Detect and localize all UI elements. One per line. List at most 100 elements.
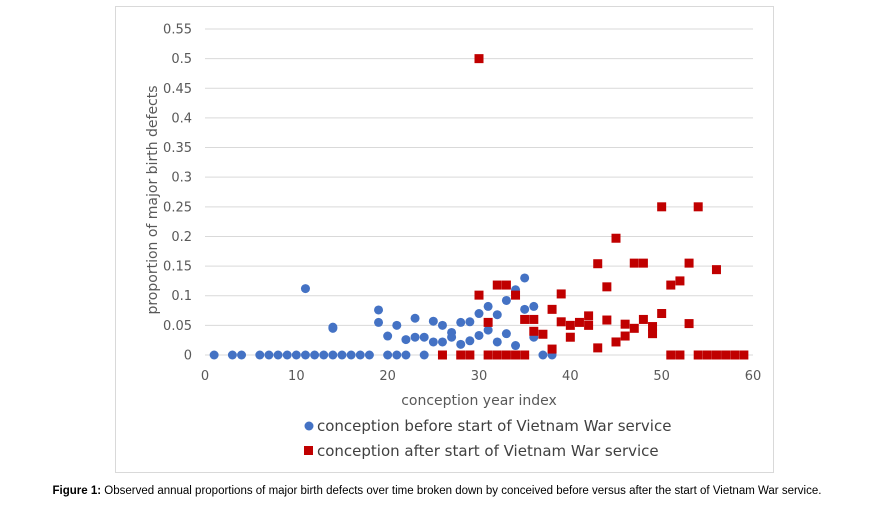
data-point (538, 350, 548, 360)
scatter-chart: 0 0.05 0.1 0.15 0.2 0.25 0.3 0.35 0.4 0.45 0.5 0.55… (145, 23, 761, 461)
data-point (684, 319, 694, 329)
data-point (465, 317, 475, 327)
data-point (565, 332, 575, 342)
data-point (374, 305, 384, 315)
data-point (383, 350, 393, 360)
y-tick-label: 0.45 (163, 82, 192, 97)
y-tick-label: 0 (184, 349, 192, 364)
x-tick-label: 50 (653, 369, 670, 384)
data-point (383, 331, 393, 341)
data-point (556, 289, 566, 299)
y-tick-label: 0.05 (163, 319, 192, 334)
data-point (739, 350, 749, 360)
data-point (337, 350, 347, 360)
data-point (492, 337, 502, 347)
data-point (428, 316, 438, 326)
data-point (620, 331, 630, 341)
data-point (547, 344, 557, 354)
data-point (355, 350, 365, 360)
x-axis-title: conception year index (401, 393, 557, 409)
data-point (374, 317, 384, 327)
data-point (520, 273, 530, 283)
y-tick-label: 0.15 (163, 260, 192, 275)
data-point (456, 339, 466, 349)
data-point (319, 350, 329, 360)
legend-label-after: conception after start of Vietnam War se… (317, 442, 659, 460)
data-point (693, 350, 703, 360)
data-point (574, 317, 584, 327)
gridlines (205, 28, 753, 326)
data-point (273, 350, 283, 360)
data-point (346, 350, 356, 360)
data-point (638, 314, 648, 324)
data-point (428, 337, 438, 347)
data-point (511, 350, 521, 360)
data-point (437, 337, 447, 347)
data-point (501, 295, 511, 305)
data-point (520, 314, 530, 324)
data-point (227, 350, 237, 360)
data-point (556, 317, 566, 327)
data-point (711, 350, 721, 360)
data-point (264, 350, 274, 360)
data-point (392, 350, 402, 360)
y-axis-title: proportion of major birth defects (145, 85, 161, 314)
data-point (456, 317, 466, 327)
data-point (447, 332, 457, 342)
data-point (611, 233, 621, 243)
data-point (511, 341, 521, 351)
data-point (675, 350, 685, 360)
data-point (328, 350, 338, 360)
data-point (529, 314, 539, 324)
x-tick-label: 60 (745, 369, 762, 384)
data-point (602, 315, 612, 325)
data-point (693, 202, 703, 212)
data-point (483, 325, 493, 335)
caption-label: Figure 1: (52, 485, 102, 497)
caption-text: Observed annual proportions of major bir… (101, 485, 822, 497)
data-point (501, 280, 511, 290)
data-point (584, 311, 594, 321)
data-point (483, 317, 493, 327)
data-point (300, 284, 310, 294)
legend: conception before start of Vietnam War s… (304, 417, 671, 460)
y-tick-label: 0.1 (171, 289, 192, 304)
data-point (593, 343, 603, 353)
data-point (657, 202, 667, 212)
x-tick-label: 20 (379, 369, 396, 384)
data-point (501, 329, 511, 339)
data-point (401, 335, 411, 345)
data-point (629, 323, 639, 333)
data-point (474, 290, 484, 300)
data-point (328, 322, 338, 332)
data-point (529, 326, 539, 336)
data-point (237, 350, 247, 360)
data-point (611, 337, 621, 347)
data-point (483, 301, 493, 311)
data-point (410, 332, 420, 342)
data-point (474, 309, 484, 319)
y-tick-label: 0.5 (171, 52, 192, 67)
legend-marker-before (304, 421, 314, 431)
data-point (456, 350, 466, 360)
data-point (492, 350, 502, 360)
data-point (465, 336, 475, 346)
series-after (437, 54, 749, 360)
legend-label-before: conception before start of Vietnam War s… (317, 417, 671, 435)
data-point (282, 350, 292, 360)
x-tick-label: 10 (288, 369, 305, 384)
data-point (300, 350, 310, 360)
legend-marker-after (304, 446, 313, 455)
data-point (474, 54, 484, 64)
y-tick-label: 0.35 (163, 141, 192, 156)
data-point (401, 350, 411, 360)
data-point (392, 320, 402, 330)
data-point (638, 258, 648, 268)
data-point (629, 258, 639, 268)
data-point (474, 330, 484, 340)
data-point (465, 350, 475, 360)
x-tick-labels: 0 10 20 30 40 50 60 (201, 369, 761, 384)
y-tick-label: 0.25 (163, 200, 192, 215)
x-tick-label: 0 (201, 369, 209, 384)
data-point (520, 304, 530, 314)
